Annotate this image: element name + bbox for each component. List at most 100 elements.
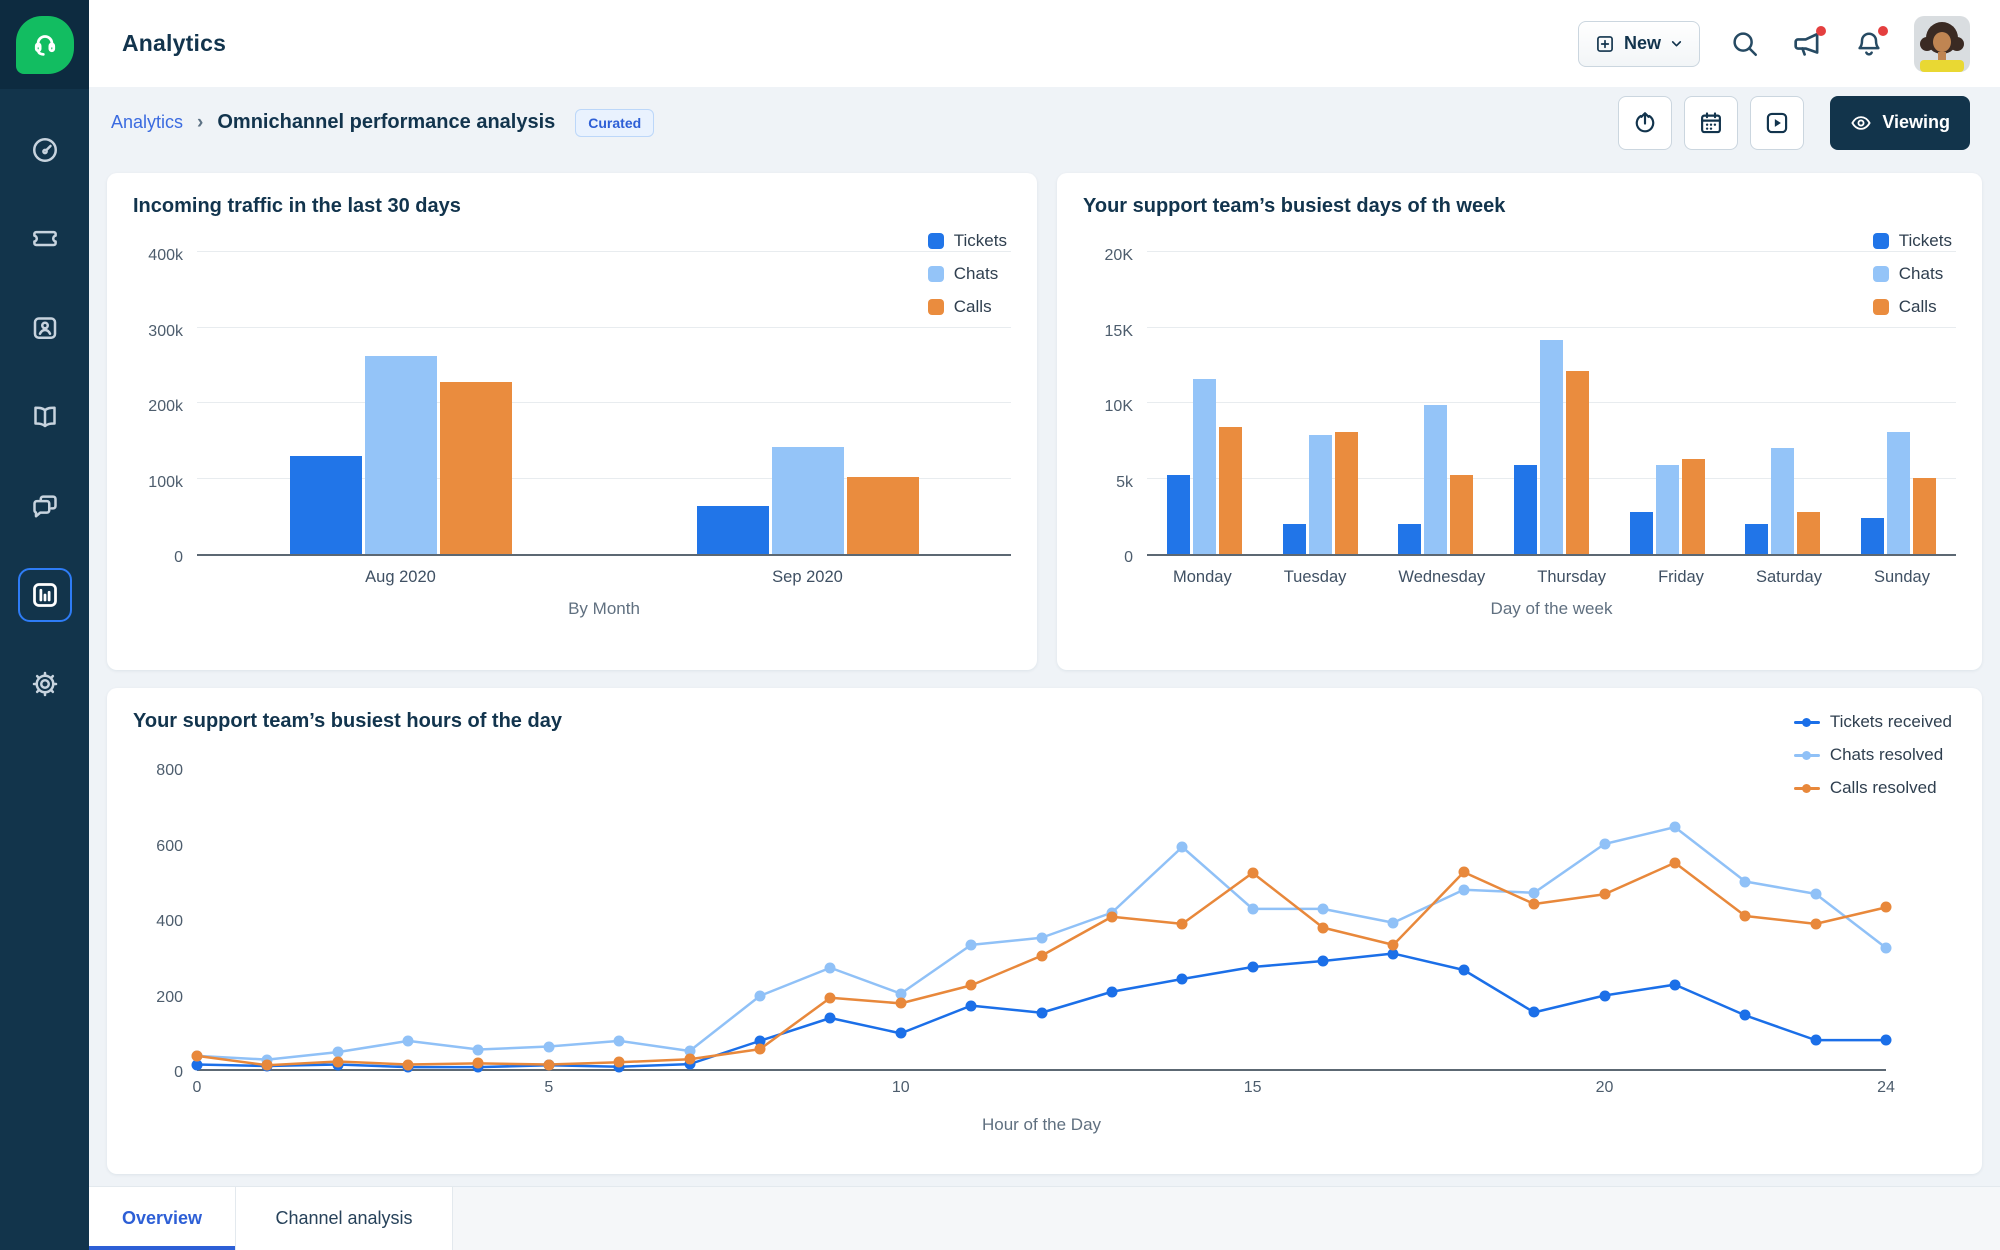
bar-chart: 0 100k 200k 300k 400k Aug 2020 Sep 2020 By Mo… bbox=[133, 247, 1011, 619]
x-tick-label: 24 bbox=[1877, 1079, 1895, 1096]
sidebar-item-settings[interactable] bbox=[18, 657, 72, 711]
data-point bbox=[332, 1046, 344, 1058]
data-point bbox=[1176, 841, 1188, 853]
chart-title: Your support team’s busiest days of th w… bbox=[1083, 195, 1506, 217]
chart-title: Your support team’s busiest hours of the… bbox=[133, 710, 562, 732]
breadcrumb-analytics-link[interactable]: Analytics bbox=[111, 112, 184, 132]
legend-label: Calls resolved bbox=[1829, 778, 1937, 797]
bar-chats bbox=[771, 447, 844, 554]
bar-chats bbox=[1886, 432, 1910, 554]
plot-area bbox=[197, 251, 1011, 556]
x-category-label: Friday bbox=[1658, 568, 1704, 586]
y-tick-label: 15K bbox=[1104, 322, 1133, 340]
announcements-button[interactable] bbox=[1790, 25, 1826, 61]
bar-tickets bbox=[1629, 512, 1653, 554]
calendar-icon bbox=[1701, 111, 1722, 133]
new-button[interactable]: New bbox=[1577, 20, 1700, 67]
freshdesk-logo[interactable] bbox=[15, 15, 74, 74]
chart-legend: Tickets Chats Calls bbox=[927, 231, 1007, 317]
bar-group bbox=[1167, 379, 1243, 554]
x-category-label: Thursday bbox=[1537, 568, 1607, 586]
x-axis-ticks: 0 5 10 15 20 24 bbox=[193, 1079, 1895, 1105]
bar-group bbox=[289, 356, 512, 554]
bar-tickets bbox=[1860, 518, 1884, 554]
plot-area bbox=[191, 769, 1892, 1073]
export-button[interactable] bbox=[1618, 95, 1673, 150]
present-button[interactable] bbox=[1750, 95, 1805, 150]
plus-square-icon bbox=[1597, 35, 1613, 52]
data-point bbox=[1739, 876, 1751, 887]
sidebar-item-contacts[interactable] bbox=[18, 301, 72, 355]
sidebar-item-solutions[interactable] bbox=[18, 390, 72, 444]
legend-swatch bbox=[1793, 750, 1820, 760]
bar-tickets bbox=[1167, 475, 1191, 554]
y-axis: 0 5k 10K 15K 20K bbox=[1083, 247, 1147, 566]
data-point bbox=[1669, 979, 1681, 991]
chevron-down-icon bbox=[1671, 41, 1682, 47]
data-point bbox=[754, 1035, 766, 1047]
main-area: Analytics New bbox=[89, 0, 2000, 1250]
data-point bbox=[1106, 986, 1118, 998]
data-point bbox=[1317, 922, 1329, 934]
card-busiest-hours: Your support team’s busiest hours of the… bbox=[107, 688, 1982, 1174]
sidebar-item-analytics[interactable] bbox=[17, 568, 72, 622]
sidebar-item-dashboard[interactable] bbox=[18, 123, 72, 177]
bar-group bbox=[1282, 432, 1358, 554]
data-point bbox=[613, 1056, 625, 1068]
tab-overview[interactable]: Overview bbox=[89, 1187, 236, 1250]
bar-calls bbox=[1681, 459, 1705, 554]
data-point bbox=[1458, 964, 1470, 976]
bar-chats bbox=[1771, 448, 1795, 554]
data-point bbox=[1528, 898, 1540, 910]
y-tick-label: 0 bbox=[174, 549, 183, 566]
legend-swatch bbox=[1872, 266, 1889, 282]
legend-item: Calls bbox=[927, 297, 1007, 317]
y-axis: 0 100k 200k 300k 400k bbox=[133, 247, 197, 566]
legend-label: Calls bbox=[1898, 297, 1937, 316]
x-category-label: Tuesday bbox=[1283, 568, 1347, 586]
x-axis-title: By Month bbox=[568, 599, 640, 618]
sidebar-item-chats[interactable] bbox=[18, 479, 72, 533]
chart-legend: Tickets received Chats resolved Calls reso… bbox=[1793, 712, 1952, 798]
schedule-button[interactable] bbox=[1684, 95, 1739, 150]
gridline bbox=[197, 402, 1011, 403]
report-toolbar: Viewing bbox=[1618, 95, 1970, 150]
data-point bbox=[895, 988, 907, 1000]
x-category-label: Monday bbox=[1173, 568, 1232, 586]
viewing-button[interactable]: Viewing bbox=[1830, 95, 1970, 150]
legend-label: Chats bbox=[953, 264, 999, 283]
data-point bbox=[1247, 903, 1259, 915]
bar-chats bbox=[1655, 465, 1679, 554]
bar-calls bbox=[1450, 475, 1474, 554]
search-button[interactable] bbox=[1728, 27, 1762, 61]
avatar[interactable] bbox=[1914, 15, 1970, 72]
top-header: Analytics New bbox=[89, 0, 2000, 87]
y-tick-label: 800 bbox=[156, 762, 183, 779]
sidebar-item-tickets[interactable] bbox=[18, 212, 72, 266]
legend-swatch bbox=[927, 299, 944, 315]
data-point bbox=[1176, 973, 1188, 985]
legend-item: Chats bbox=[1872, 264, 1952, 284]
data-point bbox=[965, 979, 977, 991]
breadcrumb-row: Analytics › Omnichannel performance anal… bbox=[89, 87, 2000, 158]
tab-channel-analysis[interactable]: Channel analysis bbox=[236, 1187, 453, 1250]
data-point bbox=[895, 1027, 907, 1039]
bar-group bbox=[1860, 432, 1936, 554]
bar-group bbox=[1629, 459, 1705, 554]
data-point bbox=[1880, 1034, 1892, 1046]
data-point bbox=[1599, 888, 1610, 900]
headset-icon bbox=[34, 34, 55, 56]
data-point bbox=[1317, 955, 1329, 967]
data-point bbox=[402, 1059, 414, 1070]
bell-icon bbox=[1858, 32, 1880, 56]
bar-tickets bbox=[289, 456, 362, 554]
gridline bbox=[1147, 326, 1956, 328]
legend-swatch bbox=[1872, 233, 1889, 249]
data-point bbox=[472, 1044, 484, 1055]
y-tick-label: 300k bbox=[148, 322, 183, 340]
x-category-label: Sunday bbox=[1874, 568, 1930, 586]
x-axis-title: Day of the week bbox=[1490, 599, 1613, 618]
notifications-button[interactable] bbox=[1852, 25, 1888, 61]
x-tick-label: 5 bbox=[544, 1079, 554, 1096]
sidebar bbox=[0, 0, 89, 1250]
